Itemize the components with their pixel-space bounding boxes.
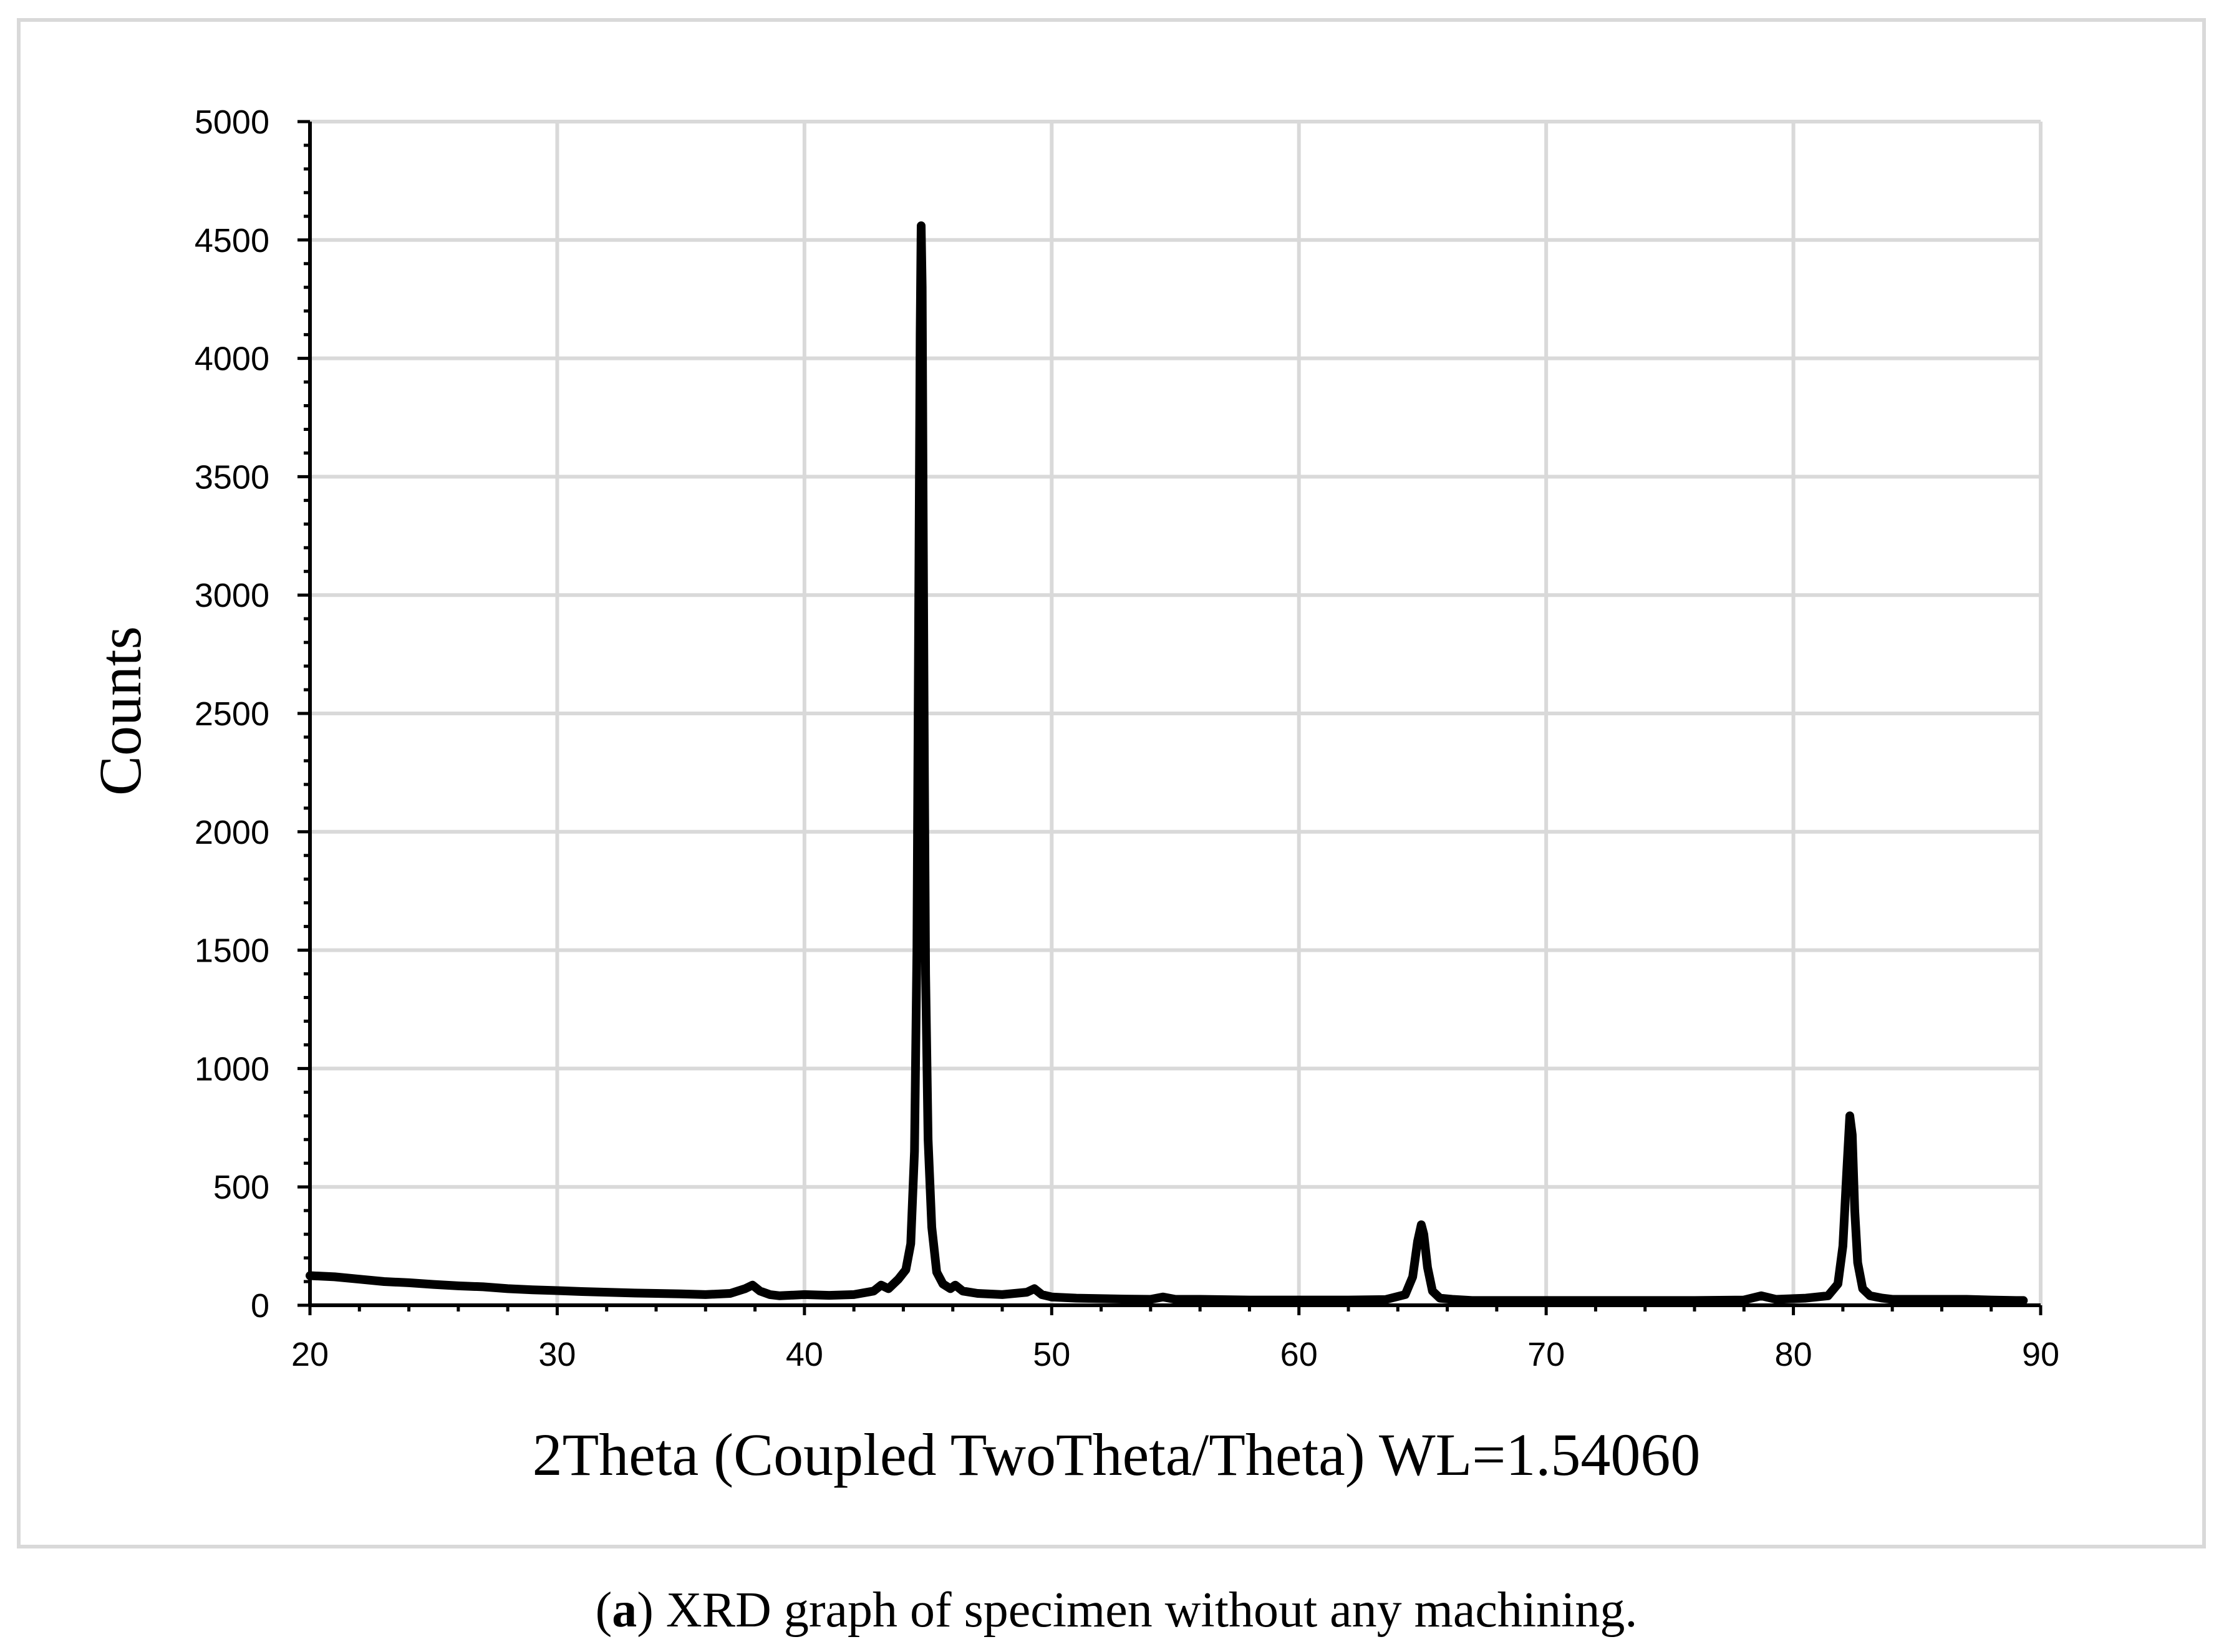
x-tick-label: 30 — [538, 1336, 576, 1373]
x-tick-label: 40 — [786, 1336, 823, 1373]
x-tick-label: 80 — [1775, 1336, 1812, 1373]
y-tick-label: 5000 — [195, 104, 269, 141]
y-tick-label: 2500 — [195, 695, 269, 733]
y-tick-label: 2000 — [195, 814, 269, 851]
chart-border — [17, 18, 2206, 1548]
caption-text: ) XRD graph of specimen without any mach… — [637, 1583, 1637, 1638]
x-tick-label: 20 — [291, 1336, 329, 1373]
x-tick-label: 70 — [1527, 1336, 1565, 1373]
axes — [297, 120, 2043, 1315]
y-axis-title: Counts — [87, 626, 153, 796]
caption-label: a — [612, 1583, 637, 1638]
figure-caption: (a) XRD graph of specimen without any ma… — [596, 1583, 1638, 1638]
y-tick-label: 3500 — [195, 458, 269, 496]
y-tick-label: 500 — [213, 1169, 269, 1206]
y-tick-label: 1500 — [195, 932, 269, 970]
x-tick-label: 50 — [1033, 1336, 1070, 1373]
y-tick-label: 3000 — [195, 577, 269, 614]
y-tick-label: 4000 — [195, 341, 269, 378]
x-tick-label: 90 — [2022, 1336, 2059, 1373]
y-tick-label: 4500 — [195, 222, 269, 259]
series — [306, 221, 2028, 1305]
plot-area: 20 30 40 50 60 70 80 90 0 500 1000 1500 2000 2500 3000… — [195, 104, 2059, 1373]
grid — [310, 120, 2043, 1305]
y-tick-label: 0 — [251, 1287, 269, 1325]
x-tick-label: 60 — [1280, 1336, 1318, 1373]
tick-labels: 20 30 40 50 60 70 80 90 0 500 1000 1500 2000 2500 3000… — [195, 104, 2059, 1373]
series-line — [306, 221, 2028, 1305]
x-axis-title: 2Theta (Coupled TwoTheta/Theta) WL=1.540… — [533, 1421, 1701, 1488]
y-tick-label: 1000 — [195, 1050, 269, 1088]
